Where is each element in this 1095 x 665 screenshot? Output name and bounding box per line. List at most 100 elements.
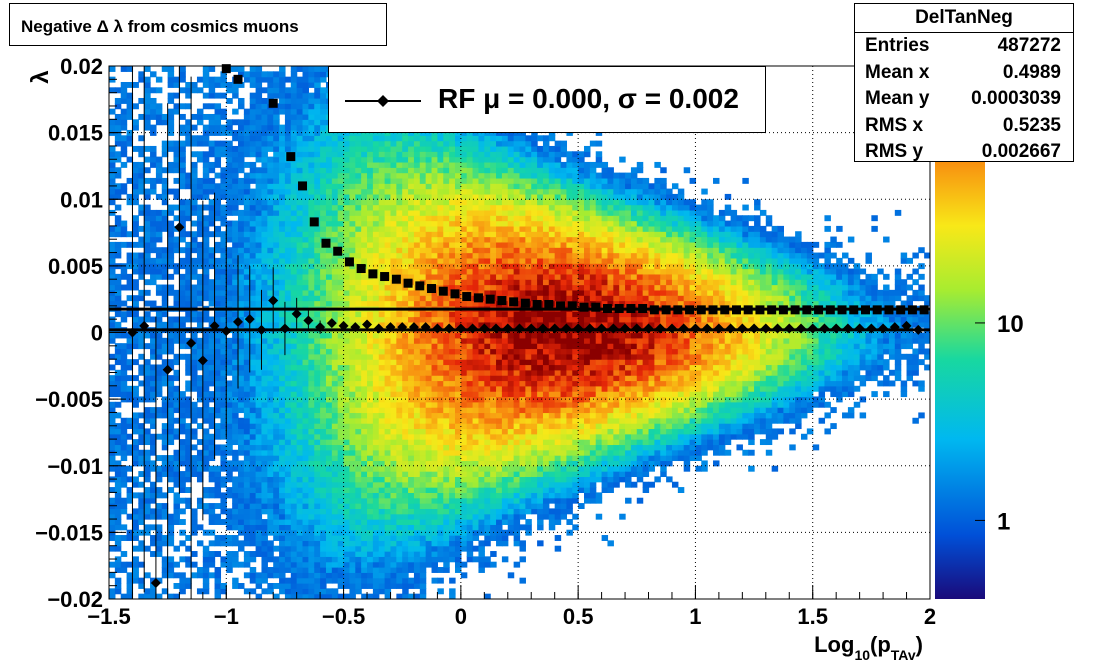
heatmap-bin [202,396,210,403]
heatmap-bin [243,119,251,126]
heatmap-bin [249,487,257,493]
heatmap-bin [226,236,233,243]
heatmap-bin [173,215,180,222]
heatmap-bin [443,417,450,424]
heatmap-bin [296,199,304,206]
heatmap-bin [396,236,403,243]
heatmap-bin [167,129,175,136]
heatmap-bin [413,401,421,408]
heatmap-bin [279,279,286,286]
heatmap-bin [226,487,233,493]
heatmap-bin [155,508,163,515]
heatmap-bin [273,508,280,515]
heatmap-bin [302,588,309,595]
heatmap-bin [114,87,122,94]
heatmap-bin [349,407,356,414]
heatmap-bin [408,567,415,573]
heatmap-bin [255,476,263,483]
heatmap-bin [320,119,327,126]
heatmap-bin [161,66,169,72]
heatmap-bin [220,391,227,398]
heatmap-bin [355,396,362,403]
heatmap-bin [349,481,356,488]
heatmap-bin [290,380,298,387]
heatmap-bin [279,257,286,264]
heatmap-bin [249,247,257,254]
heatmap-bin [290,161,298,168]
heatmap-bin [114,193,122,200]
heatmap-bin [355,167,362,174]
heatmap-bin [261,161,268,168]
heatmap-bin [220,236,227,243]
heatmap-bin [255,428,263,435]
heatmap-bin [161,247,169,254]
heatmap-bin [343,279,351,286]
heatmap-bin [179,337,186,344]
heatmap-bin [384,257,392,264]
heatmap-bin [419,481,427,488]
heatmap-bin [296,263,304,270]
heatmap-bin [132,183,139,190]
heatmap-bin [302,135,309,142]
heatmap-bin [273,145,280,152]
heatmap-bin [273,519,280,525]
heatmap-bin [408,417,415,424]
heatmap-bin [302,593,309,599]
heatmap-bin [408,167,415,174]
heatmap-bin [290,220,298,227]
heatmap-bin [396,481,403,488]
heatmap-bin [202,76,210,83]
heatmap-bin [378,140,386,147]
heatmap-bin [243,220,251,227]
heatmap-bin [390,503,397,509]
heatmap-bin [284,401,292,408]
heatmap-bin [314,103,321,110]
heatmap-bin [109,225,116,232]
heatmap-bin [226,567,233,573]
heatmap-bin [361,545,368,552]
heatmap-bin [208,289,216,296]
heatmap-bin [343,289,351,296]
heatmap-bin [413,593,421,599]
heatmap-bin [367,279,374,286]
heatmap-bin [355,497,362,504]
heatmap-bin [214,343,222,350]
heatmap-bin [249,241,257,248]
heatmap-bin [191,209,198,216]
heatmap-bin [279,193,286,200]
heatmap-bin [132,311,139,318]
heatmap-bin [202,135,210,142]
heatmap-bin [361,524,368,531]
heatmap-bin [238,295,245,302]
heatmap-bin [343,465,351,472]
heatmap-bin [413,268,421,275]
heatmap-bin [402,183,409,190]
heatmap-bin [161,572,169,579]
heatmap-bin [267,247,274,254]
heatmap-bin [302,460,309,467]
heatmap-bin [185,407,192,414]
heatmap-bin [114,497,122,504]
heatmap-bin [437,337,444,344]
heatmap-bin [431,135,438,142]
heatmap-bin [208,503,216,509]
heatmap-bin [243,465,251,472]
heatmap-bin [279,103,286,110]
heatmap-bin [378,444,386,451]
heatmap-bin [308,135,315,142]
heatmap-bin [349,225,356,232]
heatmap-bin [284,391,292,398]
heatmap-bin [161,273,169,280]
heatmap-bin [202,247,210,254]
heatmap-bin [279,513,286,520]
heatmap-bin [114,241,122,248]
heatmap-bin [302,332,309,339]
heatmap-bin [243,535,251,541]
heatmap-bin [238,444,245,451]
heatmap-bin [279,188,286,195]
heatmap-bin [196,183,204,190]
heatmap-bin [320,145,327,152]
heatmap-bin [343,444,351,451]
heatmap-bin [267,449,274,456]
heatmap-bin [126,391,134,398]
